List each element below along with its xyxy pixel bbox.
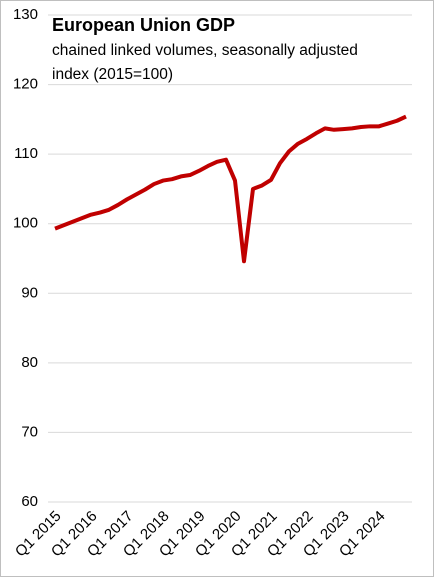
y-tick-label: 60: [21, 493, 38, 510]
y-tick-label: 120: [13, 76, 38, 93]
chart-title: European Union GDP: [52, 15, 235, 35]
y-tick-label: 80: [21, 354, 38, 371]
y-tick-label: 130: [13, 6, 38, 23]
chart-subtitle: index (2015=100): [52, 66, 173, 83]
y-tick-label: 100: [13, 215, 38, 232]
y-tick-label: 70: [21, 423, 38, 440]
y-tick-label: 90: [21, 284, 38, 301]
chart-subtitle: chained linked volumes, seasonally adjus…: [52, 42, 358, 59]
y-tick-label: 110: [14, 145, 38, 162]
data-line: [54, 114, 407, 264]
